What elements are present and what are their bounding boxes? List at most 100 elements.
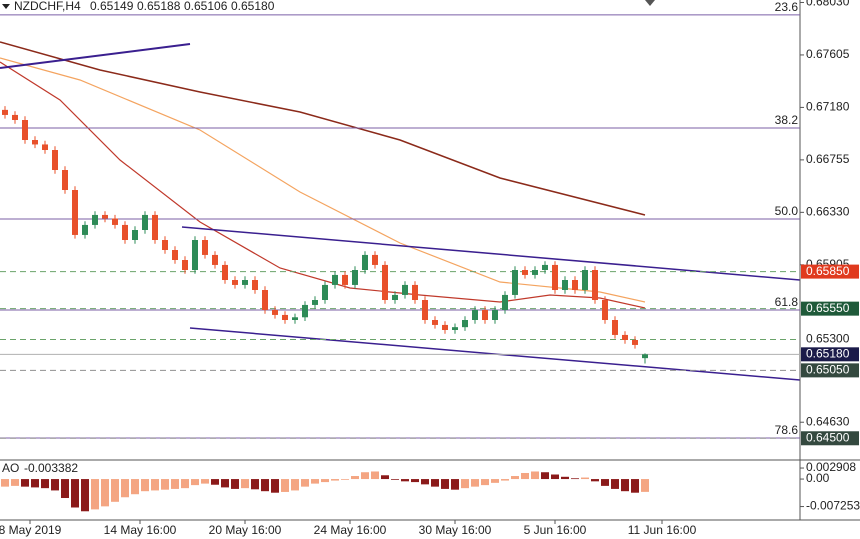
candle-body [492,310,498,320]
ao-value: -0.003382 [24,461,78,475]
price-tag-label: 0.65850 [806,264,850,278]
candle-body [522,270,528,275]
candle-body [462,320,468,328]
candle-body [342,274,348,285]
candle-body [152,214,158,240]
fib-label: 61.8 [775,295,799,309]
symbol-menu[interactable] [2,4,10,9]
candle-body [622,334,628,340]
price-tag-label: 0.64500 [806,430,850,444]
candle-body [212,254,218,265]
ao-bar [461,479,469,489]
y-tick-label: 0.64630 [806,414,850,428]
ao-bar [161,479,169,490]
candle-body [132,230,138,240]
ao-bar [421,479,429,485]
ao-bar [471,479,479,487]
ao-bar [491,479,499,483]
ao-bar [571,478,579,480]
ao-name: AO [2,461,19,475]
candle-body [292,317,298,320]
candle-body [162,240,168,250]
candle-body [402,284,408,295]
ao-bar [591,479,599,482]
ao-bar [51,479,59,491]
x-tick-label: 11 Jun 16:00 [628,523,697,537]
ao-bar [121,479,129,498]
candle-body [82,224,88,235]
channel-upper [181,226,801,281]
ohlc-low: 0.65106 [184,0,228,13]
x-tick-label: 8 May 2019 [0,523,62,537]
ao-bar [451,479,459,490]
x-tick-label: 24 May 16:00 [314,523,387,537]
ao-bar [411,479,419,483]
candle-body [392,294,398,300]
candle-body [502,294,508,310]
ao-bar [581,477,589,480]
ao-bar [611,479,619,489]
price-tag [801,363,859,378]
price-tag [801,301,859,316]
ao-bar [291,479,299,491]
ohlc-high: 0.65188 [137,0,181,13]
ao-bar [441,479,449,489]
candle-body [92,214,98,225]
candle-body [382,264,388,300]
candle-body [42,144,48,150]
ao-bar [301,479,309,487]
candle-body [62,170,68,190]
ao-bar [321,479,329,483]
ao-bar [361,472,369,480]
x-tick-label: 14 May 16:00 [104,523,177,537]
ao-bar [261,479,269,492]
ao-bar [141,479,149,492]
ao-bar [11,479,19,486]
candle-body [322,284,328,300]
ao-bar [91,479,99,510]
candle-body [532,270,538,275]
x-tick-label: 20 May 16:00 [209,523,282,537]
candle-body [552,264,558,290]
ao-bar [561,476,569,480]
candle-body [442,324,448,330]
ohlc-close: 0.65180 [231,0,275,13]
candle-body [432,320,438,325]
candle-body [2,109,8,115]
ao-bar [31,479,39,488]
ao-bar [171,479,179,489]
ao-bar [631,479,639,493]
ao-bar [211,479,219,485]
candle-body [642,354,648,359]
candle-body [592,270,598,300]
candle-body [372,254,378,265]
ao-bar [21,479,29,487]
candle-body [102,214,108,219]
candle-body [192,240,198,270]
candle-body [312,300,318,305]
price-tag-label: 0.65180 [806,346,850,360]
x-tick-label: 5 Jun 16:00 [524,523,587,537]
ao-bar [191,479,199,486]
ao-bar [281,479,289,492]
fib-label: 50.0 [775,204,799,218]
candle-body [362,254,368,270]
ohlc-open: 0.65149 [90,0,134,13]
candle-body [22,120,28,140]
candle-body [232,280,238,285]
candle-body [222,264,228,280]
ao-bar [271,479,279,493]
ao-bar [181,479,189,489]
symbol: NZDCHF,H4 [14,0,81,13]
shift-marker [645,0,655,6]
candle-body [172,250,178,260]
fib-label: 78.6 [775,423,799,437]
candle-body [252,280,258,290]
y-tick-label: 0.66755 [806,152,850,166]
ao-bar [501,479,509,481]
ao-bar [221,479,229,488]
candle-body [352,270,358,285]
candle-body [52,150,58,170]
